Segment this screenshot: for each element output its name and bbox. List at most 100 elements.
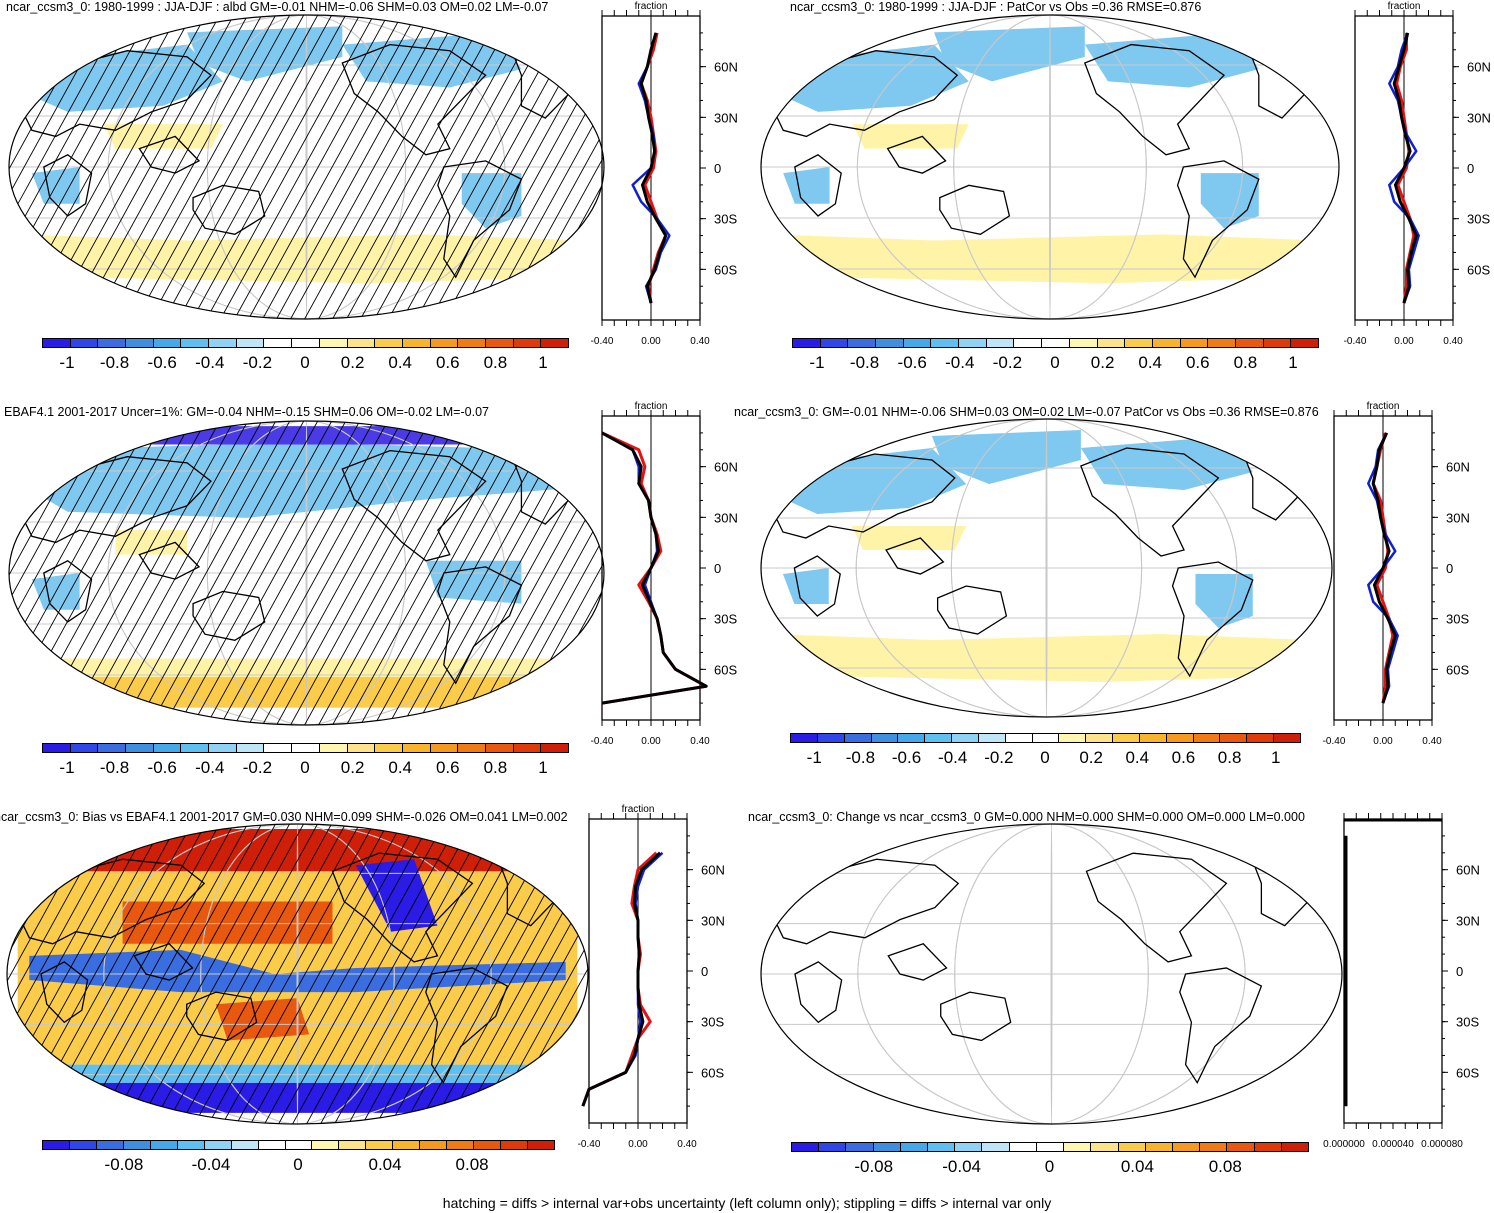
colorbar-swatch — [790, 733, 818, 743]
colorbar-swatch — [1041, 338, 1070, 348]
profile-x-tick-label: -0.40 — [1344, 336, 1367, 347]
colorbar-swatch — [311, 1140, 340, 1150]
colorbar-swatch — [318, 338, 348, 348]
colorbar-label: -0.4 — [195, 758, 225, 777]
coastline — [43, 559, 93, 623]
colorbar-swatch — [902, 338, 932, 348]
colorbar-swatch — [1273, 733, 1301, 743]
colorbar-swatch — [291, 338, 320, 348]
colorbar-swatch — [1096, 338, 1126, 348]
coastline — [341, 43, 487, 156]
colorbar-swatch — [263, 743, 293, 753]
colorbar-swatch — [346, 743, 376, 753]
colorbar-swatch — [1253, 1142, 1282, 1152]
colorbar-swatch — [318, 743, 348, 753]
colorbar-swatch — [1171, 1142, 1201, 1152]
colorbar-swatch — [792, 338, 821, 348]
field-region — [782, 568, 829, 604]
profile-y-tick-label: 60S — [701, 1065, 724, 1080]
profile-y-tick-label: 60N — [701, 863, 725, 878]
colorbar-swatch — [203, 1140, 232, 1150]
profile-x-tick-label: 0.000000 — [1323, 1139, 1365, 1150]
colorbar-swatch — [924, 733, 953, 743]
colorbar-swatch — [208, 743, 237, 753]
colorbar-swatch — [365, 1140, 394, 1150]
colorbar-label: 0.08 — [1208, 1157, 1242, 1176]
colorbar-swatch — [1144, 1142, 1173, 1152]
colorbar-swatch — [235, 338, 265, 348]
colorbar-swatch — [1124, 338, 1153, 348]
profile-y-tick-label: 60N — [1446, 460, 1470, 475]
colorbar-swatch — [401, 338, 431, 348]
profile-y-tick-label: 30S — [1467, 212, 1490, 227]
colorbar-label: 0.6 — [435, 353, 460, 372]
colorbar-label: -0.04 — [942, 1157, 981, 1176]
coastline — [794, 961, 843, 1024]
field-region — [461, 173, 522, 229]
profile-x-tick-label: -0.40 — [591, 736, 614, 747]
colorbar-swatch — [235, 743, 265, 753]
coastline — [936, 585, 1008, 635]
profile-y-tick-label: 30N — [1456, 913, 1480, 928]
colorbar-swatch — [97, 743, 127, 753]
panel-1-zonal-profile: fraction -0.40 0.00 0.40 60N 30N 0 30S 60S — [591, 1, 738, 347]
colorbar-label: -0.4 — [195, 353, 225, 372]
profile-y-tick-label: 30S — [1446, 612, 1469, 627]
profile-x-tick-label: 0.00 — [628, 1139, 648, 1150]
panel-2-map — [760, 14, 1340, 320]
colorbar-label: -0.2 — [242, 353, 273, 372]
panel-5-title: ncar_ccsm3_0: Bias vs EBAF4.1 2001-2017 … — [0, 810, 568, 824]
colorbar-swatch — [419, 1140, 448, 1150]
colorbar-swatch — [791, 1142, 820, 1152]
colorbar-label: -1 — [59, 353, 75, 372]
coastline — [40, 961, 89, 1024]
colorbar-label: 1 — [1288, 353, 1298, 372]
panel-1-map — [8, 14, 605, 320]
colorbar-label: -0.8 — [99, 758, 130, 777]
colorbar-swatch — [500, 1140, 529, 1150]
profile-y-tick-label: 30N — [1467, 110, 1491, 125]
colorbar-swatch — [958, 338, 987, 348]
profile-x-tick-label: 0.40 — [1443, 336, 1463, 347]
colorbar-swatch — [346, 338, 376, 348]
colorbar-swatch — [208, 338, 237, 348]
panel-2-title: ncar_ccsm3_0: 1980-1999 : JJA-DJF : PatC… — [790, 0, 1202, 14]
coastline — [437, 160, 523, 279]
profile-y-tick-label: 0 — [1446, 561, 1453, 576]
coastline — [1176, 160, 1260, 279]
colorbar-swatch — [291, 743, 320, 753]
profile-unit-label: fraction — [622, 804, 655, 815]
field-region — [355, 859, 438, 932]
panel-4-map — [760, 418, 1333, 718]
colorbar-swatch — [872, 1142, 901, 1152]
colorbar-swatch — [1031, 733, 1060, 743]
profile-x-tick-label: -0.40 — [591, 336, 614, 347]
colorbar-label: -0.04 — [191, 1155, 231, 1174]
coastline — [138, 135, 201, 174]
figure-footnote: hatching = diffs > internal var+obs unce… — [442, 1195, 1052, 1211]
colorbar-swatch — [1280, 1142, 1309, 1152]
coastline — [138, 541, 201, 580]
colorbar-swatch — [95, 1140, 124, 1150]
profile-series-line — [1392, 32, 1418, 304]
coastline — [186, 991, 258, 1042]
colorbar-label: -0.8 — [99, 353, 130, 372]
profile-y-tick-label: 30S — [714, 212, 737, 227]
panel-5-colorbar: -0.08 -0.04 0 0.04 0.08 — [42, 1140, 555, 1180]
colorbar-swatch — [69, 338, 99, 348]
panel-3-map — [8, 420, 605, 726]
panel-4-zonal-profile: fraction -0.40 0.00 0.40 60N 30N 0 30S 60S — [1323, 401, 1470, 747]
coastline — [793, 555, 841, 617]
profile-series-line — [601, 431, 708, 705]
colorbar-label: 0.8 — [483, 353, 508, 372]
colorbar-swatch — [1207, 338, 1236, 348]
colorbar-swatch — [540, 743, 569, 753]
profile-y-tick-label: 0 — [714, 161, 721, 176]
profile-unit-label: fraction — [635, 401, 668, 412]
field-region — [1195, 574, 1253, 628]
profile-y-tick-label: 60S — [1446, 662, 1469, 677]
profile-x-tick-label: -0.40 — [1323, 736, 1346, 747]
colorbar-swatch — [1090, 1142, 1119, 1152]
panel-4-title: ncar_ccsm3_0: GM=-0.01 NHM=-0.06 SHM=0.0… — [734, 405, 1319, 419]
colorbar-swatch — [152, 743, 182, 753]
